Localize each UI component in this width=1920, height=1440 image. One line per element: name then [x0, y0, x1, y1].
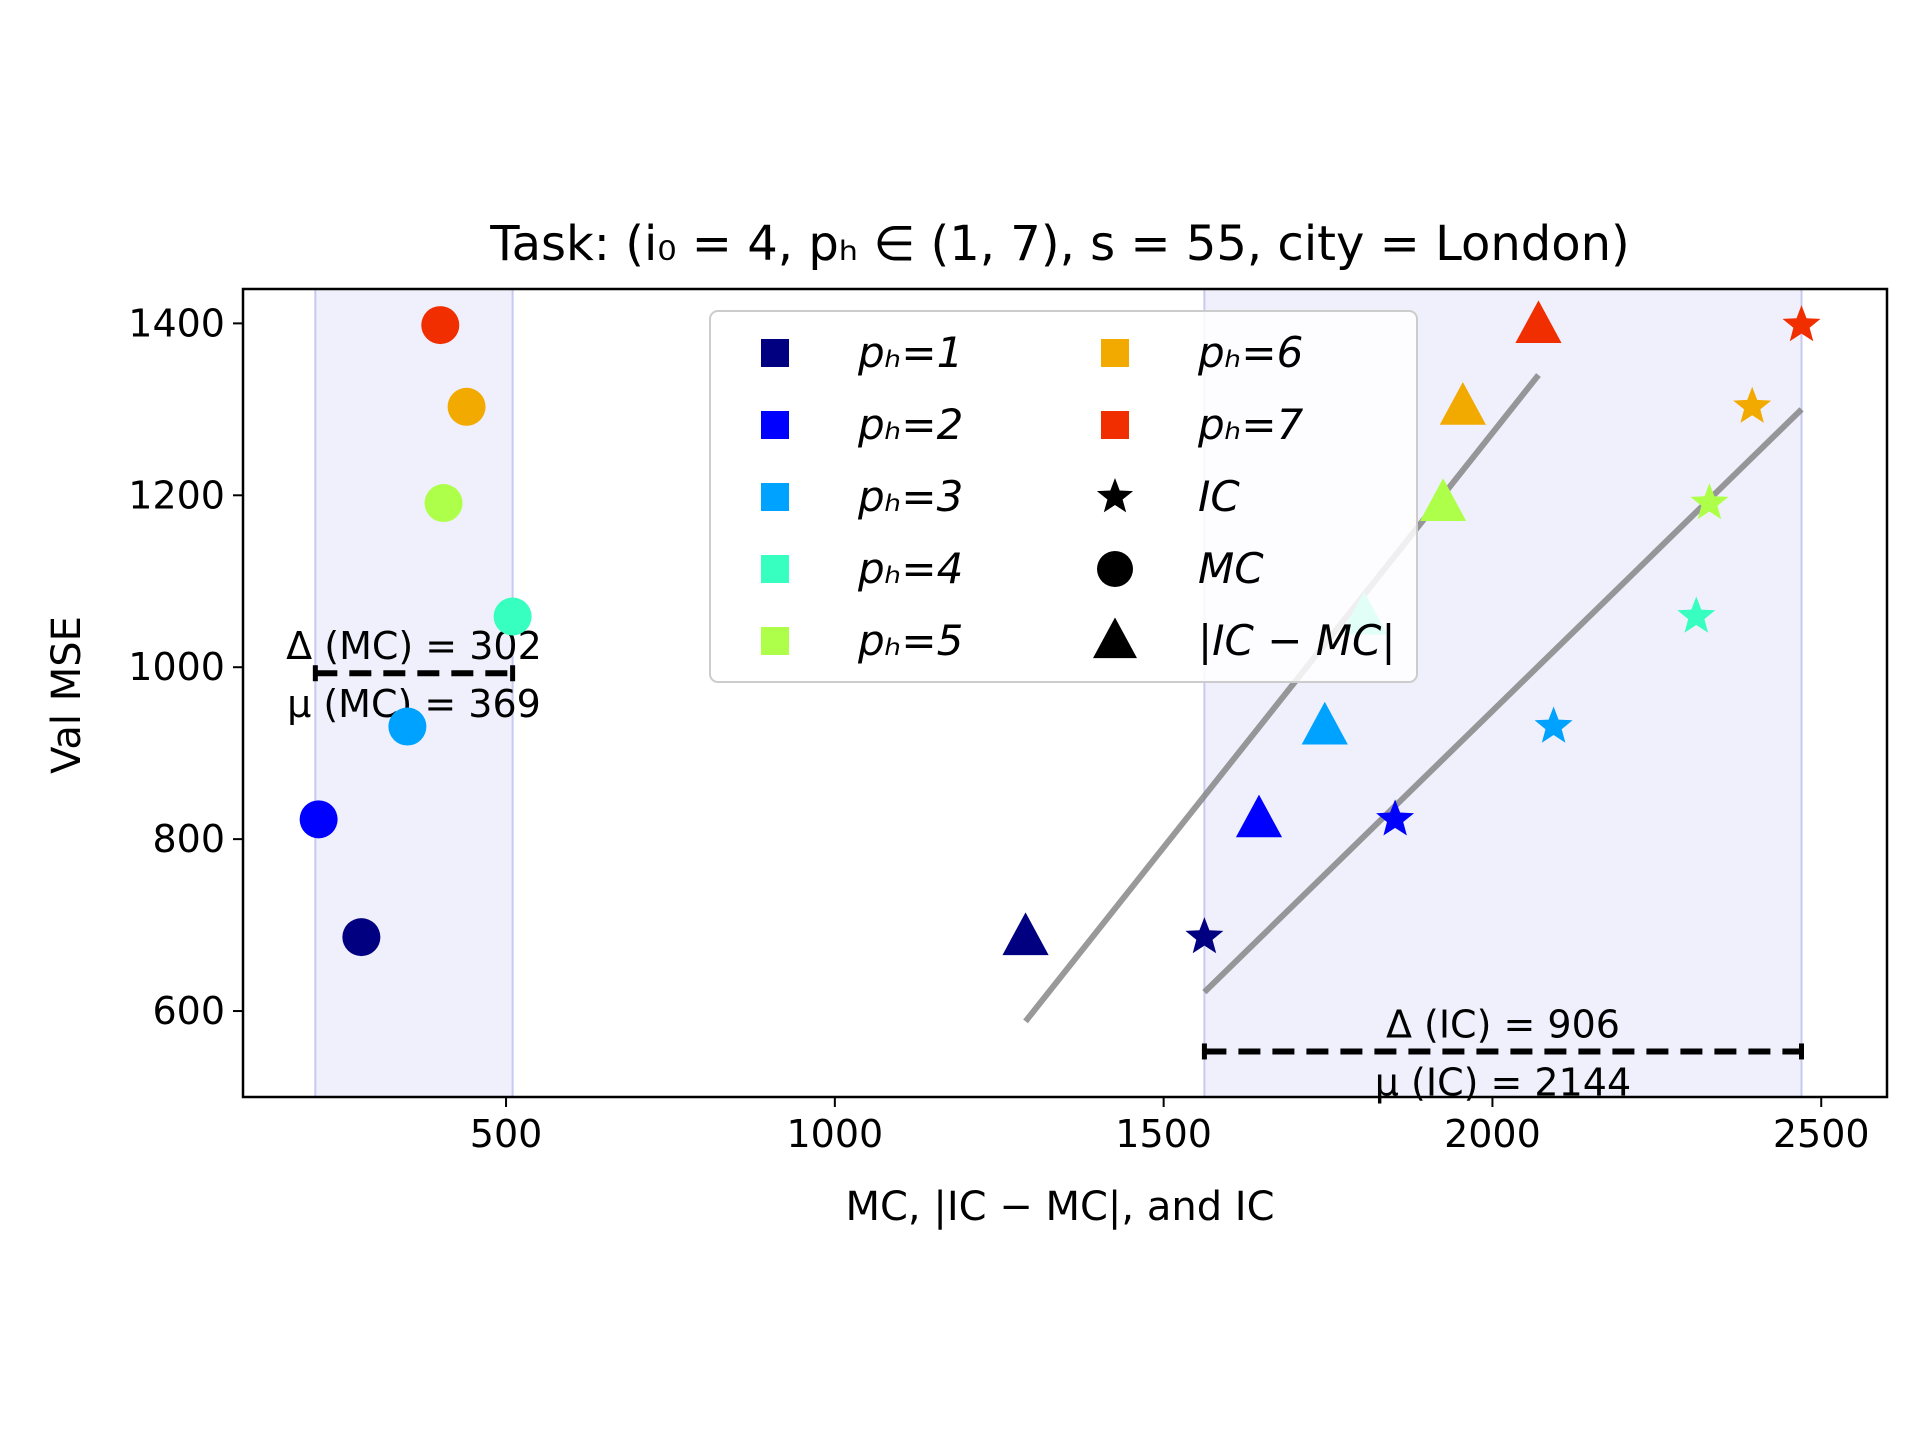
legend-label: pₕ=7	[1197, 400, 1304, 449]
legend-swatch	[761, 483, 789, 511]
point-mc	[342, 918, 381, 957]
legend-box	[709, 310, 1418, 683]
point-ic-minus-mc	[1002, 912, 1049, 956]
point-ic-minus-mc	[1420, 478, 1467, 521]
point-ic	[1733, 386, 1772, 423]
point-mc	[424, 484, 463, 523]
x-tick-label: 1000	[786, 1112, 883, 1156]
plot-frame	[241, 287, 1889, 1099]
chart-title: Task: (i₀ = 4, pₕ ∈ (1, 7), s = 55, city…	[489, 216, 1630, 272]
x-tick-label: 2500	[1773, 1112, 1870, 1156]
legend-swatch	[761, 339, 789, 367]
y-axis-label: Val MSE	[44, 616, 90, 774]
legend-label: MC	[1198, 544, 1264, 593]
x-tick-label: 2000	[1444, 1112, 1541, 1156]
legend-label: pₕ=2	[857, 400, 963, 449]
x-axis-label: MC, |IC − MC|, and IC	[845, 1184, 1274, 1230]
legend-label: pₕ=1	[857, 328, 963, 377]
y-tick-label: 800	[152, 817, 225, 861]
y-tick-label: 1400	[128, 301, 225, 345]
point-ic	[1376, 799, 1415, 836]
shaded-region	[315, 289, 513, 1097]
y-tick-label: 1200	[128, 473, 225, 517]
legend-swatch	[761, 627, 789, 655]
range-delta-label: Δ (MC) = 302	[286, 624, 542, 668]
legend-circle-icon	[1097, 551, 1133, 587]
point-mc	[493, 597, 532, 636]
legend-label: pₕ=5	[857, 616, 963, 665]
point-ic	[1534, 706, 1573, 743]
legend-label: pₕ=3	[857, 472, 963, 521]
legend-swatch	[761, 555, 789, 583]
point-ic	[1690, 483, 1729, 520]
range-delta-label: Δ (IC) = 906	[1386, 1002, 1620, 1046]
legend-label: |IC − MC|	[1198, 616, 1395, 665]
legend-label: pₕ=6	[1197, 328, 1303, 377]
point-mc	[421, 306, 460, 345]
y-tick-label: 1000	[128, 645, 225, 689]
point-mc	[447, 387, 486, 426]
legend-star-icon	[1096, 478, 1134, 513]
point-mc	[299, 800, 338, 839]
point-mc	[388, 707, 427, 746]
point-ic	[1782, 305, 1821, 342]
legend-label: IC	[1198, 472, 1240, 521]
point-ic	[1185, 917, 1224, 954]
point-ic-minus-mc	[1439, 382, 1486, 425]
legend-swatch	[1101, 339, 1129, 367]
legend-label: pₕ=4	[857, 544, 963, 593]
legend-swatch	[1101, 411, 1129, 439]
legend-triangle-icon	[1093, 617, 1137, 659]
x-tick-label: 1500	[1115, 1112, 1212, 1156]
point-ic-minus-mc	[1301, 701, 1348, 745]
legend: pₕ=1 pₕ=2 pₕ=3 pₕ=4 pₕ=5 pₕ=6 pₕ=7 IC MC |IC − MC…	[709, 310, 1418, 683]
y-tick-label: 600	[152, 989, 225, 1033]
point-ic-minus-mc	[1235, 794, 1283, 838]
fit-line	[1023, 373, 1541, 1024]
point-ic-minus-mc	[1515, 300, 1562, 344]
point-ic	[1677, 596, 1716, 633]
x-tick-label: 500	[470, 1112, 543, 1156]
legend-swatch	[761, 411, 789, 439]
